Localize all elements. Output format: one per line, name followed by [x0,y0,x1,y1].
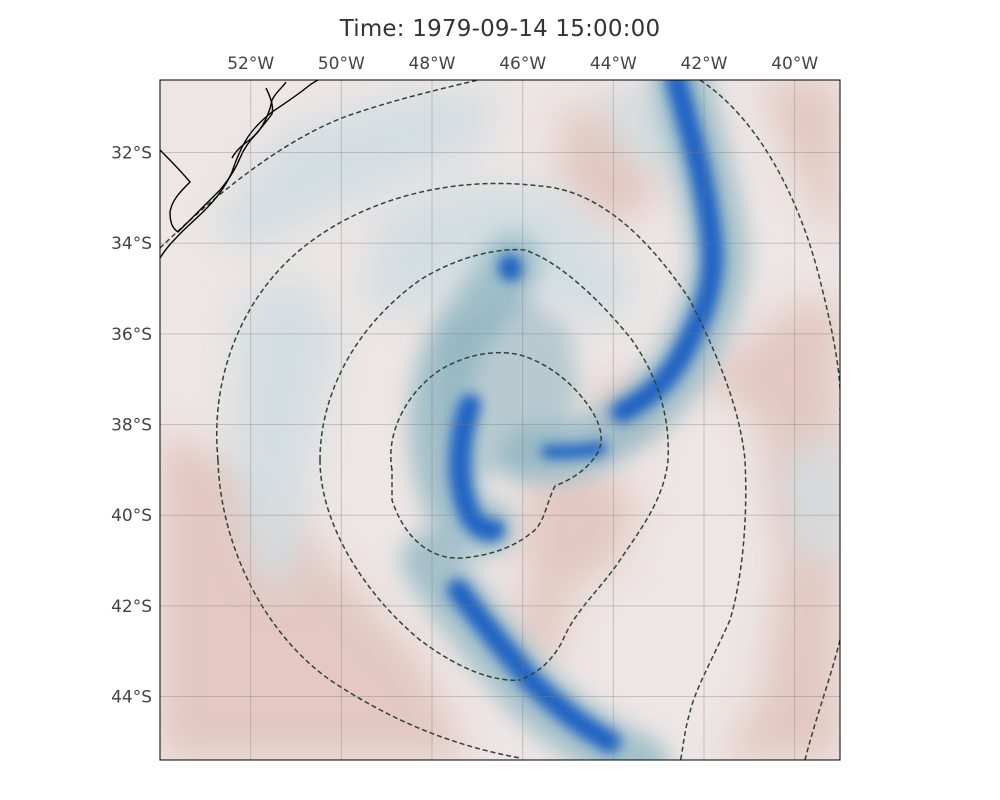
map-frame [159,79,841,761]
coastline [160,80,319,259]
longitude-tick-label: 52°W [227,54,274,74]
longitude-tick-label: 40°W [771,54,818,74]
latitude-tick-label: 40°S [111,506,152,526]
latitude-tick-label: 44°S [111,688,152,708]
longitude-tick-label: 48°W [409,54,456,74]
map-area [160,80,840,760]
longitude-tick-label: 44°W [590,54,637,74]
longitude-labels: 52°W 50°W 48°W 46°W 44°W 42°W 40°W [227,54,818,74]
latitude-labels: 32°S 34°S 36°S 38°S 40°S 42°S 44°S [111,144,152,708]
graticule [160,80,840,760]
negative-anomaly-field [210,90,840,600]
latitude-tick-label: 32°S [111,144,152,164]
longitude-tick-label: 50°W [318,54,365,74]
positive-anomaly-field [160,80,840,760]
map-title: Time: 1979-09-14 15:00:00 [339,16,661,42]
jet-core [447,80,724,753]
latitude-tick-label: 42°S [111,597,152,617]
latitude-tick-label: 38°S [111,416,152,436]
longitude-tick-label: 46°W [499,54,546,74]
contour-lines [160,80,840,760]
longitude-tick-label: 42°W [681,54,728,74]
latitude-tick-label: 34°S [111,234,152,254]
latitude-tick-label: 36°S [111,325,152,345]
